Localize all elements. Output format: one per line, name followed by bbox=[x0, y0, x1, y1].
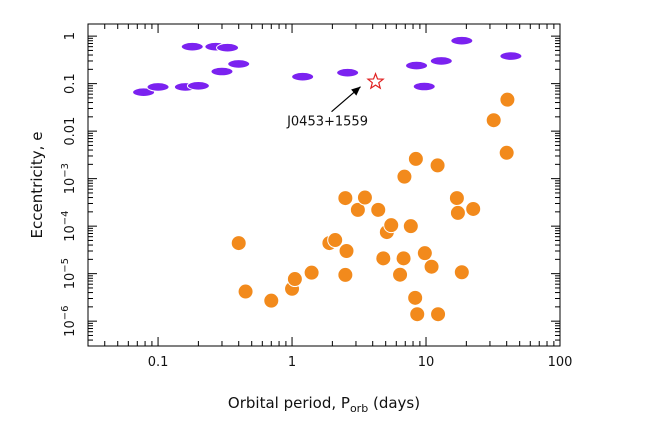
purple-ellipse-point bbox=[450, 35, 474, 46]
y-tick-label-exponent: −6 bbox=[60, 306, 71, 321]
y-tick-label-exponent: −4 bbox=[60, 211, 71, 226]
orange-circle-point bbox=[465, 200, 482, 217]
x-tick-label: 1 bbox=[288, 355, 296, 370]
purple-ellipse-point bbox=[216, 42, 240, 53]
orange-circle-point bbox=[392, 266, 409, 283]
x-axis-title-suffix: (days) bbox=[368, 394, 420, 412]
orange-circle-point bbox=[375, 250, 392, 267]
purple-ellipse-point bbox=[412, 81, 436, 92]
purple-ellipse-point bbox=[227, 59, 251, 69]
y-tick-label-exponent: −3 bbox=[60, 163, 71, 178]
purple-ellipse-point bbox=[146, 82, 170, 92]
orange-circle-point bbox=[327, 232, 344, 249]
x-tick-label: 100 bbox=[548, 355, 573, 370]
orange-circle-point bbox=[430, 306, 447, 323]
y-tick-label: 0.01 bbox=[63, 117, 78, 146]
orange-circle-point bbox=[337, 190, 354, 207]
annotation-label: J0453+1559 bbox=[286, 115, 368, 130]
purple-ellipse-point bbox=[210, 66, 234, 77]
x-tick-labels: 0.1 1 10 100 bbox=[148, 355, 573, 370]
purple-ellipse-point bbox=[186, 81, 210, 91]
y-tick-label: 10−6 bbox=[60, 306, 78, 337]
x-axis-title: Orbital period, Porb (days) bbox=[228, 394, 420, 415]
orange-circle-point bbox=[395, 250, 412, 267]
y-tick-label-base: 0.1 bbox=[63, 73, 78, 94]
orange-circle-point bbox=[409, 306, 426, 323]
purple-ellipse-point bbox=[132, 87, 156, 98]
purple-ellipse-point bbox=[499, 51, 523, 61]
orange-circle-point bbox=[499, 91, 516, 108]
orange-circle-point bbox=[370, 201, 387, 218]
y-axis-title: Eccentricity, e bbox=[28, 132, 46, 239]
y-tick-label-exponent: −5 bbox=[60, 258, 71, 273]
y-tick-label: 10−5 bbox=[60, 258, 78, 289]
orange-circle-point bbox=[396, 168, 413, 185]
orange-circle-point bbox=[338, 242, 355, 259]
y-tick-label-base: 0.01 bbox=[63, 117, 78, 146]
purple-ellipse-point bbox=[336, 67, 360, 78]
x-tick-label: 10 bbox=[418, 355, 435, 370]
orange-circle-point bbox=[263, 292, 280, 309]
orange-circle-point bbox=[356, 189, 373, 206]
y-tick-label-base: 10 bbox=[63, 320, 78, 337]
plot-frame bbox=[87, 23, 561, 347]
orange-circle-point bbox=[416, 245, 433, 262]
annotation-arrowhead bbox=[351, 86, 361, 96]
orange-circle-point bbox=[303, 264, 320, 281]
x-axis-title-main: Orbital period, P bbox=[228, 394, 350, 412]
annotation-layer: J0453+1559 bbox=[286, 71, 385, 130]
orange-circle-point bbox=[429, 157, 446, 174]
x-axis-title-subscript: orb bbox=[350, 402, 368, 415]
orange-circle-point bbox=[449, 204, 466, 221]
orange-circle-point bbox=[383, 217, 400, 234]
y-ticks bbox=[88, 35, 560, 347]
orange-circle-point bbox=[448, 190, 465, 207]
orange-circle-point bbox=[286, 271, 303, 288]
orange-circle-point bbox=[423, 258, 440, 275]
orange-circle-point bbox=[453, 264, 470, 281]
orange-circle-point bbox=[402, 218, 419, 235]
y-tick-label: 10−3 bbox=[60, 163, 78, 194]
orange-circle-point bbox=[237, 283, 254, 300]
y-tick-label-base: 10 bbox=[63, 225, 78, 242]
x-ticks bbox=[87, 24, 561, 346]
y-tick-label-base: 1 bbox=[63, 32, 78, 40]
y-tick-label: 0.1 bbox=[63, 73, 78, 94]
star-marker bbox=[366, 71, 385, 90]
data-points bbox=[132, 35, 523, 323]
orange-circle-point bbox=[230, 235, 247, 252]
purple-ellipse-point bbox=[291, 71, 315, 82]
y-tick-label: 1 bbox=[63, 32, 78, 40]
orange-circle-point bbox=[407, 150, 424, 167]
orange-circle-point bbox=[407, 289, 424, 306]
purple-ellipse-point bbox=[429, 56, 453, 66]
orange-circle-point bbox=[485, 112, 502, 129]
purple-ellipse-point bbox=[180, 41, 204, 52]
y-tick-label-base: 10 bbox=[63, 178, 78, 195]
orange-circle-point bbox=[349, 201, 366, 218]
y-tick-label: 10−4 bbox=[60, 211, 78, 242]
y-tick-label-base: 10 bbox=[63, 273, 78, 290]
orange-circle-point bbox=[337, 266, 354, 283]
x-tick-label: 0.1 bbox=[148, 355, 169, 370]
orange-circle-point bbox=[498, 144, 515, 161]
purple-ellipse-point bbox=[405, 60, 429, 71]
